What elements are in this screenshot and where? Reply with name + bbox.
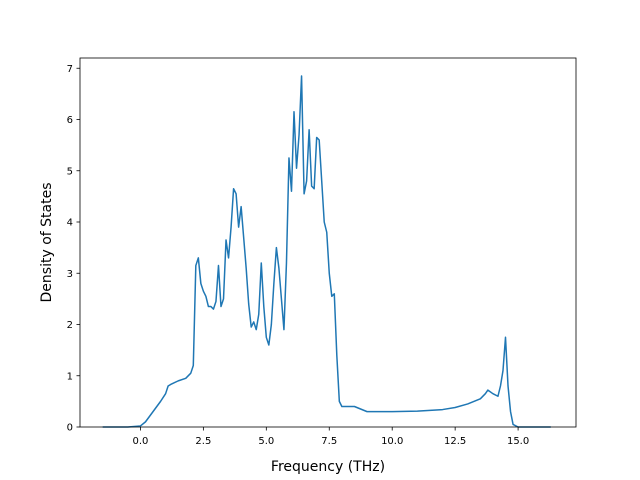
x-tick-label: 0.0 [132,436,148,447]
axes-frame [79,57,577,428]
x-tick-label: 7.5 [321,436,337,447]
x-axis-label: Frequency (THz) [271,459,385,475]
plot-area [79,57,577,428]
x-tick-label: 5.0 [258,436,274,447]
y-axis-ticks: 0 1 2 3 4 5 6 7 [67,64,80,434]
x-tick-label: 10.0 [381,436,403,447]
y-tick-label: 5 [67,166,73,177]
y-tick-label: 3 [67,269,73,280]
x-tick-label: 12.5 [444,436,466,447]
x-tick-label: 15.0 [507,436,529,447]
dos-series-line [102,75,551,428]
y-tick-label: 0 [67,423,73,434]
y-tick-label: 2 [67,320,73,331]
x-tick-label: 2.5 [195,436,211,447]
y-tick-label: 1 [67,371,73,382]
x-axis-ticks: 0.0 2.5 5.0 7.5 10.0 12.5 15.0 [132,427,529,447]
y-tick-label: 6 [67,115,73,126]
y-tick-label: 4 [67,218,73,229]
y-tick-label: 7 [67,64,73,75]
y-axis-label: Density of States [39,183,55,303]
